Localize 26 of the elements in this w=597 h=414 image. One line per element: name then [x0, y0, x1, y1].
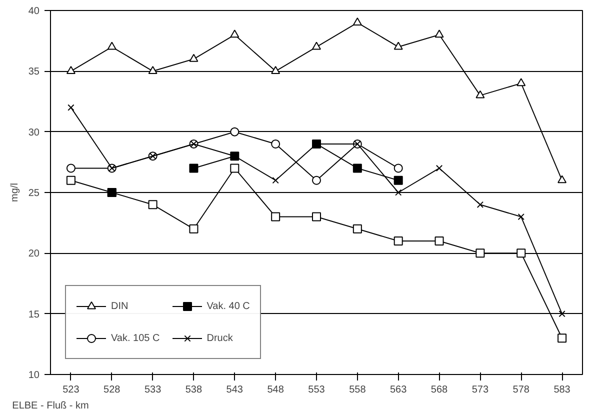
y-tick-label: 40: [28, 6, 40, 17]
x-tick-label: 553: [308, 384, 326, 396]
y-tick-label: 15: [28, 309, 40, 320]
y-tick-label: 35: [28, 66, 40, 78]
y-tick-label: 10: [28, 370, 40, 381]
x-tick-label: 583: [554, 384, 571, 396]
legend-label: Vak. 105 C: [111, 332, 160, 344]
x-tick-label: 558: [349, 384, 366, 396]
legend-label: Druck: [206, 332, 233, 344]
y-tick-label: 25: [28, 188, 40, 199]
legend-label: Vak. 40 C: [206, 300, 250, 312]
x-tick-label: 523: [62, 384, 80, 396]
x-tick-label: 533: [144, 384, 162, 396]
x-tick-label: 538: [185, 384, 203, 396]
x-tick-label: 528: [104, 384, 121, 396]
y-tick-label: 20: [28, 248, 40, 260]
x-tick-label: 568: [430, 384, 448, 396]
x-tick-label: 563: [390, 384, 408, 396]
y-tick-label: 30: [28, 127, 40, 138]
x-tick-label: 573: [472, 384, 489, 396]
x-tick-label: 548: [267, 384, 284, 396]
x-axis-title: ELBE - Fluß - km: [12, 400, 89, 412]
x-tick-label: 543: [226, 384, 244, 396]
y-axis-title: mg/l: [9, 183, 20, 202]
legend-label: DIN: [111, 300, 130, 312]
x-tick-label: 578: [512, 384, 530, 396]
